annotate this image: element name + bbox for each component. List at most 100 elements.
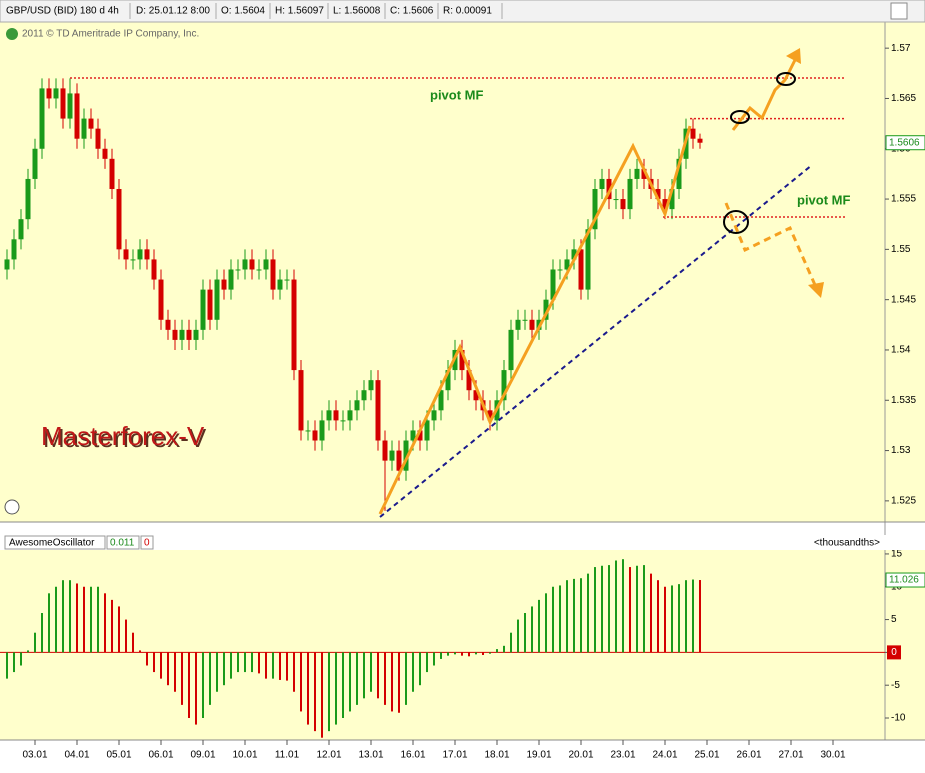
candle-body — [487, 410, 493, 421]
watermark: Masterforex-V — [41, 421, 205, 451]
low: L: 1.56008 — [333, 6, 381, 17]
x-tick-label: 16.01 — [400, 750, 425, 761]
candle-body — [354, 400, 360, 411]
marker-ellipse — [776, 72, 796, 86]
candle-body — [284, 279, 290, 281]
candle-body — [319, 420, 325, 441]
y-tick-label: 1.55 — [891, 244, 911, 255]
candle-body — [431, 410, 437, 421]
candle-body — [186, 329, 192, 340]
candle-body — [382, 440, 388, 461]
candle-body — [389, 450, 395, 461]
candle-body — [466, 370, 472, 391]
y-tick-label: -5 — [891, 680, 900, 691]
candle-body — [599, 178, 605, 190]
y-tick-label: 1.545 — [891, 294, 916, 305]
x-tick-label: 24.01 — [652, 750, 677, 761]
candle-body — [277, 279, 283, 290]
value-box — [106, 535, 140, 550]
candle-body — [669, 189, 675, 210]
candle-body — [676, 158, 682, 190]
candle-body — [410, 430, 416, 441]
zigzag — [378, 125, 692, 515]
candle-body — [403, 440, 409, 471]
candle-body — [263, 259, 269, 270]
candle-body — [102, 148, 108, 159]
x-tick-label: 30.01 — [820, 750, 845, 761]
candle-body — [340, 420, 346, 422]
date: D: 25.01.12 8:00 — [136, 6, 210, 17]
candle-body — [270, 259, 276, 290]
candle-body — [396, 450, 402, 471]
candle-body — [109, 158, 115, 190]
candle-body — [305, 430, 311, 432]
bull-arrow — [731, 57, 798, 131]
candle-body — [662, 199, 668, 210]
candle-body — [459, 349, 465, 371]
arrow-head — [786, 48, 801, 64]
x-tick-label: 25.01 — [694, 750, 719, 761]
bear-arrow — [724, 202, 817, 286]
candle-body — [137, 249, 143, 260]
settings-button[interactable] — [890, 2, 908, 20]
x-tick-label: 19.01 — [526, 750, 551, 761]
y-tick-label: 1.54 — [891, 345, 911, 356]
candle-body — [501, 370, 507, 401]
candle-body — [4, 259, 10, 270]
candle-body — [508, 329, 514, 371]
candle-body — [585, 229, 591, 290]
open: O: 1.5604 — [221, 6, 265, 17]
y-tick-label: 1.535 — [891, 395, 916, 406]
candle-body — [613, 199, 619, 201]
candle-body — [116, 189, 122, 250]
candle-body — [326, 410, 332, 421]
candle-body — [424, 420, 430, 441]
candle-body — [697, 138, 703, 143]
candle-body — [550, 269, 556, 300]
candle-body — [592, 189, 598, 230]
close: C: 1.5606 — [390, 6, 434, 17]
candle-body — [228, 269, 234, 290]
x-tick-label: 23.01 — [610, 750, 635, 761]
oscillator-header — [0, 535, 925, 550]
header-bar — [0, 0, 925, 23]
candle-body — [298, 370, 304, 431]
candle-body — [627, 178, 633, 210]
copyright-icon — [6, 28, 18, 40]
candle-body — [81, 118, 87, 139]
candle-body — [256, 269, 262, 271]
indicator-box[interactable] — [4, 535, 106, 550]
candle-body — [529, 319, 535, 330]
candle-body — [655, 189, 661, 200]
candle-body — [46, 88, 52, 99]
candle-body — [200, 289, 206, 330]
candle-body — [620, 199, 626, 210]
candle-body — [690, 128, 696, 139]
info-icon[interactable] — [4, 499, 20, 515]
candle-body — [312, 430, 318, 441]
candle-body — [60, 88, 66, 119]
watermark-shadow: Masterforex-V — [43, 423, 207, 453]
candle-body — [515, 319, 521, 330]
x-tick-label: 11.01 — [275, 750, 300, 761]
candle-body — [564, 259, 570, 270]
pivot-label: pivot MF — [797, 192, 850, 207]
x-tick-label: 13.01 — [358, 750, 383, 761]
x-tick-label: 10.01 — [232, 750, 257, 761]
candle-body — [67, 93, 73, 119]
candle-body — [291, 279, 297, 371]
y-tick-label: -10 — [891, 713, 906, 724]
candle-body — [375, 380, 381, 441]
oscillator-panel — [0, 550, 925, 740]
value-box — [140, 535, 154, 550]
candle-body — [207, 289, 213, 320]
candle-body — [151, 259, 157, 280]
x-tick-label: 12.01 — [316, 750, 341, 761]
x-tick-label: 05.01 — [106, 750, 131, 761]
candle-body — [473, 390, 479, 401]
arrow-head — [808, 282, 824, 298]
x-tick-label: 09.01 — [190, 750, 215, 761]
trend-line — [379, 164, 813, 518]
candle-body — [193, 329, 199, 340]
